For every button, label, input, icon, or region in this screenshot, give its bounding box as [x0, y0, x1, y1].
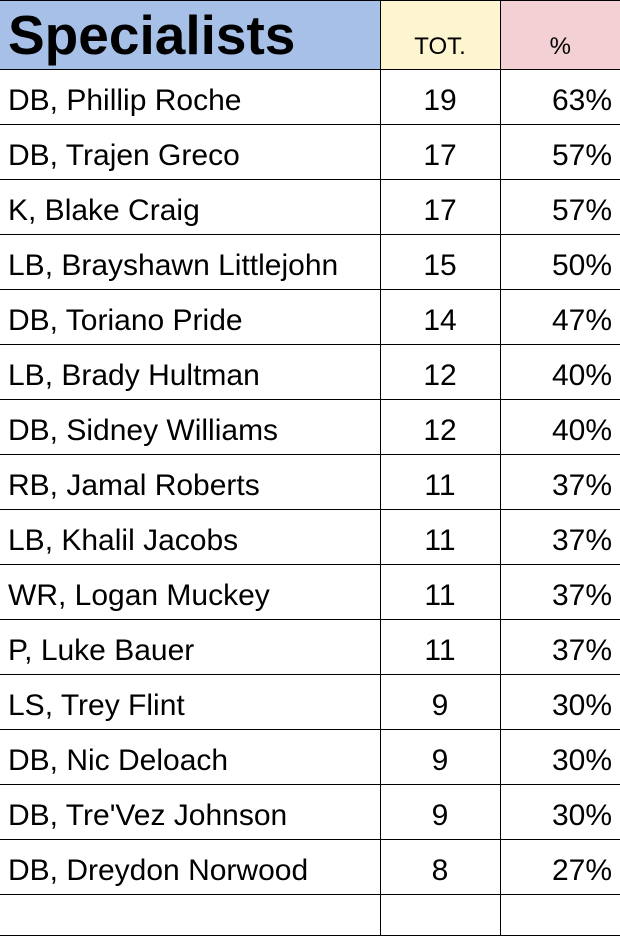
cell-pct: 37%: [500, 454, 620, 509]
table-row: DB, Sidney Williams1240%: [0, 399, 620, 454]
cell-name: LB, Khalil Jacobs: [0, 509, 380, 564]
table-row: LB, Khalil Jacobs1137%: [0, 509, 620, 564]
cell-name: [0, 894, 380, 935]
cell-pct: 50%: [500, 234, 620, 289]
cell-name: DB, Sidney Williams: [0, 399, 380, 454]
table-row: LS, Trey Flint930%: [0, 674, 620, 729]
specialists-table-container: Specialists TOT. % DB, Phillip Roche1963…: [0, 0, 620, 936]
table-row: DB, Trajen Greco1757%: [0, 124, 620, 179]
specialists-table: Specialists TOT. % DB, Phillip Roche1963…: [0, 0, 620, 936]
table-row: RB, Jamal Roberts1137%: [0, 454, 620, 509]
cell-name: K, Blake Craig: [0, 179, 380, 234]
cell-tot: 11: [380, 509, 500, 564]
table-row: DB, Toriano Pride1447%: [0, 289, 620, 344]
cell-tot: 9: [380, 729, 500, 784]
cell-pct: 47%: [500, 289, 620, 344]
cell-name: DB, Nic Deloach: [0, 729, 380, 784]
cell-pct: 63%: [500, 69, 620, 124]
table-row: P, Luke Bauer1137%: [0, 619, 620, 674]
cell-pct: 57%: [500, 124, 620, 179]
cell-tot: 11: [380, 454, 500, 509]
cell-name: RB, Jamal Roberts: [0, 454, 380, 509]
cell-tot: 8: [380, 839, 500, 894]
table-row: WR, Logan Muckey1137%: [0, 564, 620, 619]
cell-tot: 11: [380, 564, 500, 619]
table-row: DB, Phillip Roche1963%: [0, 69, 620, 124]
cell-pct: 37%: [500, 564, 620, 619]
header-tot: TOT.: [380, 1, 500, 70]
cell-pct: 27%: [500, 839, 620, 894]
cell-name: DB, Dreydon Norwood: [0, 839, 380, 894]
cell-pct: 37%: [500, 619, 620, 674]
cell-tot: 12: [380, 399, 500, 454]
cell-tot: 17: [380, 124, 500, 179]
cell-name: DB, Tre'Vez Johnson: [0, 784, 380, 839]
cell-pct: 40%: [500, 344, 620, 399]
cell-name: LB, Brayshawn Littlejohn: [0, 234, 380, 289]
cell-pct: 40%: [500, 399, 620, 454]
cell-pct: [500, 894, 620, 935]
cell-tot: 19: [380, 69, 500, 124]
cell-pct: 30%: [500, 729, 620, 784]
table-row-stub: [0, 894, 620, 935]
cell-pct: 57%: [500, 179, 620, 234]
table-row: K, Blake Craig1757%: [0, 179, 620, 234]
table-row: LB, Brayshawn Littlejohn1550%: [0, 234, 620, 289]
cell-tot: 11: [380, 619, 500, 674]
cell-pct: 37%: [500, 509, 620, 564]
cell-name: LS, Trey Flint: [0, 674, 380, 729]
cell-tot: 9: [380, 784, 500, 839]
cell-name: DB, Phillip Roche: [0, 69, 380, 124]
table-row: DB, Dreydon Norwood827%: [0, 839, 620, 894]
header-pct: %: [500, 1, 620, 70]
cell-name: LB, Brady Hultman: [0, 344, 380, 399]
cell-tot: 17: [380, 179, 500, 234]
cell-pct: 30%: [500, 674, 620, 729]
table-body: DB, Phillip Roche1963%DB, Trajen Greco17…: [0, 69, 620, 935]
cell-tot: [380, 894, 500, 935]
cell-name: DB, Trajen Greco: [0, 124, 380, 179]
table-row: DB, Tre'Vez Johnson930%: [0, 784, 620, 839]
cell-tot: 9: [380, 674, 500, 729]
cell-tot: 14: [380, 289, 500, 344]
cell-name: P, Luke Bauer: [0, 619, 380, 674]
cell-name: DB, Toriano Pride: [0, 289, 380, 344]
cell-tot: 12: [380, 344, 500, 399]
cell-name: WR, Logan Muckey: [0, 564, 380, 619]
header-title: Specialists: [0, 1, 380, 70]
table-row: DB, Nic Deloach930%: [0, 729, 620, 784]
cell-pct: 30%: [500, 784, 620, 839]
table-header-row: Specialists TOT. %: [0, 1, 620, 70]
table-row: LB, Brady Hultman1240%: [0, 344, 620, 399]
cell-tot: 15: [380, 234, 500, 289]
